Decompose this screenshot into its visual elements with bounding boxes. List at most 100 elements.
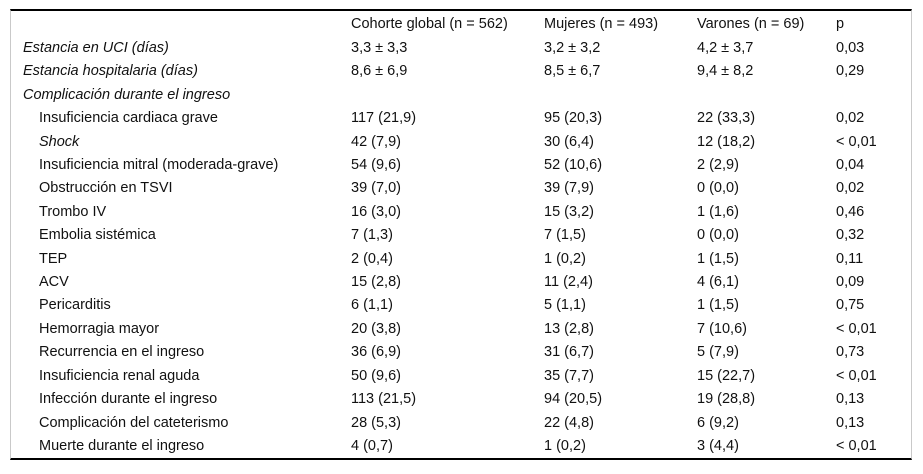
- row-label: Hemorragia mayor: [39, 320, 160, 337]
- table-row: Obstrucción en TSVI 39 (7,0) 39 (7,9) 0 (0,…: [11, 177, 912, 200]
- cell-value: 0,02: [836, 180, 865, 197]
- cell-value: 0,02: [836, 110, 865, 127]
- cell-value: 3 (4,4): [697, 437, 739, 454]
- table-row: Muerte durante el ingreso 4 (0,7) 1 (0,2) 3…: [11, 435, 912, 458]
- cell-value: 3,3 ± 3,3: [351, 40, 408, 56]
- cell-value: 15 (3,2): [544, 203, 594, 220]
- row-label: Estancia en UCI (días): [23, 40, 169, 56]
- cell-value: 1 (0,2): [544, 250, 586, 267]
- cell-value: < 0,01: [836, 437, 877, 454]
- cell-value: 2 (2,9): [697, 157, 739, 174]
- cell-value: 54 (9,6): [351, 157, 401, 174]
- table-row: Insuficiencia mitral (moderada-grave) 54 …: [11, 154, 912, 177]
- cell-value: 36 (6,9): [351, 344, 401, 361]
- cell-value: [697, 84, 836, 107]
- row-label: Insuficiencia mitral (moderada-grave): [39, 157, 279, 174]
- header-cell-cohorte-global: Cohorte global (n = 562): [351, 16, 508, 32]
- cell-value: 0,13: [836, 391, 865, 408]
- cell-value: 0,29: [836, 63, 865, 80]
- cell-value: 117 (21,9): [351, 110, 417, 127]
- cell-value: [544, 84, 697, 107]
- cell-value: 35 (7,7): [544, 367, 594, 384]
- table-header: Cohorte global (n = 562) Mujeres (n = 49…: [11, 11, 912, 37]
- clinical-outcomes-table: Cohorte global (n = 562) Mujeres (n = 49…: [11, 11, 912, 458]
- table-row: Insuficiencia renal aguda 50 (9,6) 35 (7,7…: [11, 365, 912, 388]
- cell-value: 3,2 ± 3,2: [544, 40, 601, 56]
- cell-value: 1 (1,5): [697, 297, 739, 314]
- cell-value: 2 (0,4): [351, 250, 393, 267]
- row-label: Pericarditis: [39, 297, 111, 314]
- row-label: Obstrucción en TSVI: [39, 180, 173, 197]
- table-row: Embolia sistémica 7 (1,3) 7 (1,5) 0 (0,0) 0,…: [11, 224, 912, 247]
- table-row: Infección durante el ingreso 113 (21,5) 94…: [11, 388, 912, 411]
- cell-value: 15 (22,7): [697, 367, 756, 384]
- cell-value: 0,13: [836, 414, 865, 431]
- cell-value: 15 (2,8): [351, 274, 401, 291]
- cell-value: 0,04: [836, 157, 865, 174]
- cell-value: 8,6 ± 6,9: [351, 63, 408, 80]
- table-row: Recurrencia en el ingreso 36 (6,9) 31 (6,7…: [11, 341, 912, 364]
- row-label: Trombo IV: [39, 203, 107, 220]
- row-label: Complicación durante el ingreso: [23, 86, 231, 103]
- cell-value: 1 (0,2): [544, 437, 586, 454]
- header-row: Cohorte global (n = 562) Mujeres (n = 49…: [11, 11, 912, 37]
- cell-value: 0,11: [836, 250, 864, 267]
- row-label: ACV: [39, 274, 69, 291]
- cell-value: 7 (1,5): [544, 227, 586, 244]
- clinical-outcomes-table-frame: Cohorte global (n = 562) Mujeres (n = 49…: [10, 9, 912, 460]
- table-row: Complicación del cateterismo 28 (5,3) 22 (…: [11, 412, 912, 435]
- header-cell-p: p: [836, 16, 845, 32]
- cell-value: 42 (7,9): [351, 133, 401, 150]
- table-row: Estancia hospitalaria (días) 8,6 ± 6,9 8,5…: [11, 60, 912, 83]
- cell-value: < 0,01: [836, 133, 877, 150]
- cell-value: 52 (10,6): [544, 157, 603, 174]
- cell-value: 11 (2,4): [544, 274, 593, 291]
- cell-value: 12 (18,2): [697, 133, 756, 150]
- cell-value: 5 (1,1): [544, 297, 586, 314]
- cell-value: 0,46: [836, 203, 865, 220]
- table-row: Shock 42 (7,9) 30 (6,4) 12 (18,2) < 0,01: [11, 131, 912, 154]
- cell-value: 6 (9,2): [697, 414, 739, 431]
- cell-value: < 0,01: [836, 367, 877, 384]
- table-row: Trombo IV 16 (3,0) 15 (3,2) 1 (1,6) 0,46: [11, 201, 912, 224]
- cell-value: 5 (7,9): [697, 344, 739, 361]
- header-cell-mujeres: Mujeres (n = 493): [544, 16, 659, 32]
- cell-value: 19 (28,8): [697, 391, 756, 408]
- cell-value: 7 (10,6): [697, 320, 747, 337]
- table-row: Hemorragia mayor 20 (3,8) 13 (2,8) 7 (10,6)…: [11, 318, 912, 341]
- cell-value: 30 (6,4): [544, 133, 594, 150]
- cell-value: 94 (20,5): [544, 391, 603, 408]
- table-row: Insuficiencia cardiaca grave 117 (21,9) 95…: [11, 107, 912, 130]
- cell-value: 20 (3,8): [351, 320, 401, 337]
- cell-value: 0,03: [836, 40, 865, 56]
- cell-value: 9,4 ± 8,2: [697, 63, 754, 80]
- row-label: Insuficiencia renal aguda: [39, 367, 200, 384]
- cell-value: 22 (4,8): [544, 414, 594, 431]
- header-cell-empty: [11, 11, 351, 37]
- cell-value: 8,5 ± 6,7: [544, 63, 601, 80]
- cell-value: 50 (9,6): [351, 367, 401, 384]
- row-label: Embolia sistémica: [39, 227, 156, 244]
- row-label: Shock: [39, 133, 80, 150]
- cell-value: 0,73: [836, 344, 865, 361]
- cell-value: 13 (2,8): [544, 320, 594, 337]
- cell-value: 113 (21,5): [351, 391, 417, 408]
- table-row: Estancia en UCI (días) 3,3 ± 3,3 3,2 ± 3,2…: [11, 37, 912, 60]
- table-row: ACV 15 (2,8) 11 (2,4) 4 (6,1) 0,09: [11, 271, 912, 294]
- cell-value: 22 (33,3): [697, 110, 756, 127]
- cell-value: 0,32: [836, 227, 865, 244]
- table-row: Pericarditis 6 (1,1) 5 (1,1) 1 (1,5) 0,75: [11, 294, 912, 317]
- cell-value: 39 (7,9): [544, 180, 594, 197]
- row-label: Insuficiencia cardiaca grave: [39, 110, 218, 127]
- header-cell-varones: Varones (n = 69): [697, 16, 805, 32]
- cell-value: [836, 84, 912, 107]
- row-label: Estancia hospitalaria (días): [23, 63, 198, 80]
- cell-value: 1 (1,6): [697, 203, 739, 220]
- cell-value: 1 (1,5): [697, 250, 739, 267]
- cell-value: 4 (0,7): [351, 437, 393, 454]
- cell-value: 16 (3,0): [351, 203, 401, 220]
- cell-value: 4 (6,1): [697, 274, 739, 291]
- row-label: Muerte durante el ingreso: [39, 437, 205, 454]
- cell-value: 0,75: [836, 297, 865, 314]
